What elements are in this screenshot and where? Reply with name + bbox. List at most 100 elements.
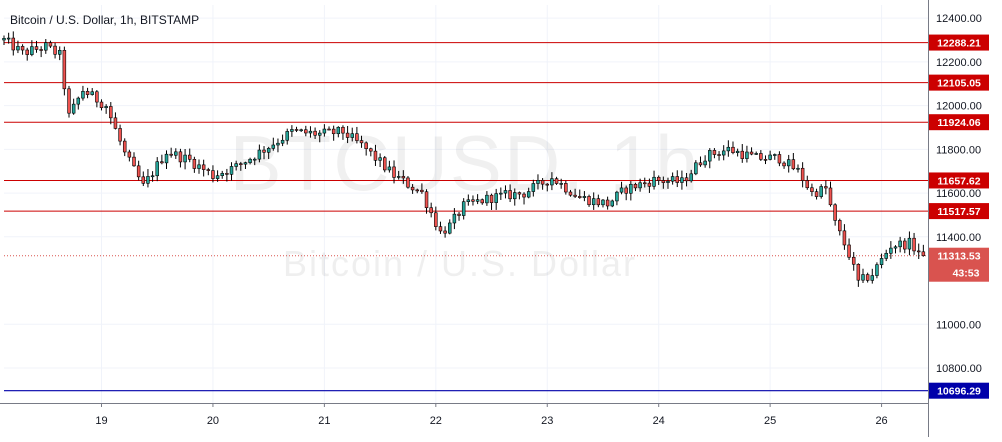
candle[interactable] (633, 182, 638, 192)
candle[interactable] (62, 46, 67, 96)
candle[interactable] (331, 125, 336, 141)
candle[interactable] (39, 46, 43, 58)
candle[interactable] (819, 184, 823, 199)
candle[interactable] (828, 181, 833, 207)
candle[interactable] (545, 183, 549, 192)
candle[interactable] (814, 188, 819, 200)
candle[interactable] (369, 147, 373, 157)
candle[interactable] (471, 195, 475, 206)
candle[interactable] (643, 177, 647, 188)
candle[interactable] (680, 170, 684, 190)
candle[interactable] (290, 125, 294, 137)
candle[interactable] (889, 241, 893, 259)
candle[interactable] (16, 40, 20, 54)
candle[interactable] (675, 170, 680, 188)
candle[interactable] (48, 40, 53, 49)
candle[interactable] (475, 194, 480, 205)
candle[interactable] (420, 183, 424, 194)
candle[interactable] (211, 165, 215, 183)
candle[interactable] (731, 141, 735, 155)
candle[interactable] (383, 156, 387, 173)
candle[interactable] (257, 144, 262, 163)
candle[interactable] (345, 125, 350, 144)
candle[interactable] (838, 218, 842, 236)
candle[interactable] (429, 202, 433, 218)
candle[interactable] (712, 148, 717, 159)
candle[interactable] (452, 208, 457, 230)
candle[interactable] (67, 85, 71, 118)
candle[interactable] (879, 253, 884, 269)
candle[interactable] (652, 170, 656, 190)
candles[interactable] (2, 31, 926, 287)
candle[interactable] (564, 180, 568, 195)
candle[interactable] (322, 124, 327, 137)
candle[interactable] (308, 126, 313, 138)
candle[interactable] (536, 174, 540, 190)
candle[interactable] (587, 194, 591, 207)
candle[interactable] (327, 126, 331, 131)
candle[interactable] (317, 130, 322, 143)
candle[interactable] (99, 99, 104, 111)
candle[interactable] (350, 127, 354, 142)
candle[interactable] (777, 151, 782, 167)
candle[interactable] (638, 178, 642, 192)
candle[interactable] (197, 159, 201, 174)
candle[interactable] (503, 185, 508, 199)
candle[interactable] (786, 154, 791, 173)
candle[interactable] (591, 192, 596, 210)
candle[interactable] (703, 155, 707, 168)
candle[interactable] (842, 224, 847, 250)
candle[interactable] (559, 178, 563, 189)
candle[interactable] (192, 156, 197, 173)
candle[interactable] (870, 268, 875, 284)
candle[interactable] (578, 189, 582, 199)
candle[interactable] (406, 176, 410, 189)
candle[interactable] (865, 272, 870, 283)
candle[interactable] (336, 126, 341, 138)
candle[interactable] (313, 127, 317, 139)
candle[interactable] (615, 190, 619, 206)
candle[interactable] (53, 42, 57, 59)
candle[interactable] (30, 40, 34, 57)
candle[interactable] (160, 154, 164, 165)
candle[interactable] (373, 144, 378, 166)
candle[interactable] (522, 192, 526, 205)
candle[interactable] (499, 187, 503, 200)
candle[interactable] (359, 135, 364, 148)
candle[interactable] (824, 180, 828, 195)
candle[interactable] (387, 160, 392, 173)
candle[interactable] (252, 157, 257, 166)
candle[interactable] (875, 262, 879, 279)
candle[interactable] (396, 170, 401, 180)
candle[interactable] (276, 138, 280, 153)
candle[interactable] (11, 31, 16, 56)
candle[interactable] (304, 125, 308, 137)
candle[interactable] (698, 156, 703, 167)
candle[interactable] (183, 149, 187, 170)
candle[interactable] (884, 249, 888, 262)
candle[interactable] (847, 238, 851, 260)
candle[interactable] (155, 157, 159, 182)
candle[interactable] (127, 149, 132, 162)
candle[interactable] (448, 219, 452, 235)
candle[interactable] (485, 191, 489, 206)
candle[interactable] (526, 187, 531, 199)
candle[interactable] (833, 203, 837, 226)
candle[interactable] (378, 153, 382, 167)
candle[interactable] (44, 39, 48, 54)
candle[interactable] (457, 211, 461, 221)
candle[interactable] (661, 176, 666, 189)
candle[interactable] (805, 175, 810, 190)
candle[interactable] (150, 171, 155, 182)
candle[interactable] (540, 178, 545, 190)
candle[interactable] (903, 238, 907, 254)
candle[interactable] (113, 112, 118, 130)
candle[interactable] (132, 152, 136, 167)
candle[interactable] (122, 138, 127, 157)
candle[interactable] (708, 148, 712, 169)
candle[interactable] (666, 177, 670, 189)
candle[interactable] (605, 196, 610, 210)
candle[interactable] (735, 148, 740, 157)
